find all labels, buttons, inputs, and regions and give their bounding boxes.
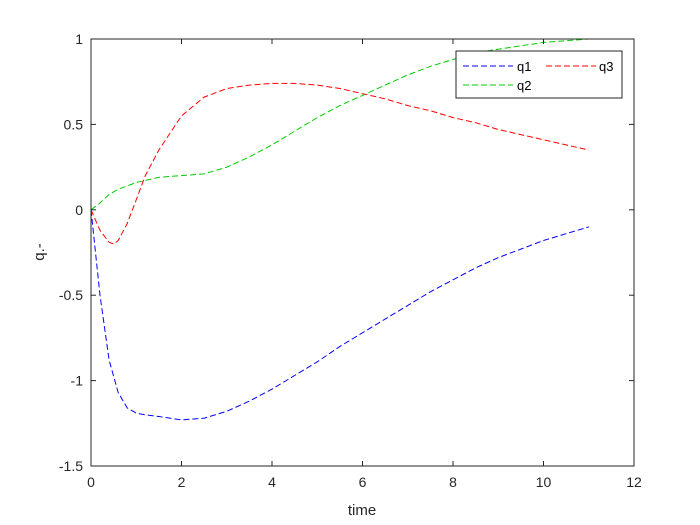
ticks-layer: 0 2 4 6 8 10 12 -1.5 -1 -0.5 0 0.5 1 [59, 31, 642, 490]
y-tick-label: -1.5 [59, 458, 83, 474]
plot-area [91, 39, 634, 466]
series-line-q1 [90, 209, 589, 421]
y-axis-label: q.- [31, 243, 48, 261]
x-tick-label: 12 [626, 474, 642, 490]
x-tick-label: 6 [359, 474, 367, 490]
series-line-q3 [90, 82, 589, 245]
legend-label-q1: q1 [517, 59, 531, 74]
legend-label-q3: q3 [599, 59, 613, 74]
y-tick-label: -0.5 [59, 287, 83, 303]
y-tick-label: -1 [71, 373, 84, 389]
legend-label-q2: q2 [517, 78, 531, 93]
y-tick-label: 0.5 [64, 116, 84, 132]
x-tick-label: 4 [268, 474, 276, 490]
x-tick-label: 10 [536, 474, 552, 490]
y-tick-label: 1 [75, 31, 83, 47]
series-line-q2 [90, 38, 589, 211]
series-layer [90, 38, 589, 421]
x-tick-label: 8 [449, 474, 457, 490]
x-axis-label: time [348, 502, 376, 519]
x-tick-label: 0 [87, 474, 95, 490]
x-tick-label: 2 [178, 474, 186, 490]
legend-box [455, 50, 623, 99]
legend: q1 q3 q2 [455, 50, 623, 99]
y-tick-label: 0 [75, 202, 83, 218]
